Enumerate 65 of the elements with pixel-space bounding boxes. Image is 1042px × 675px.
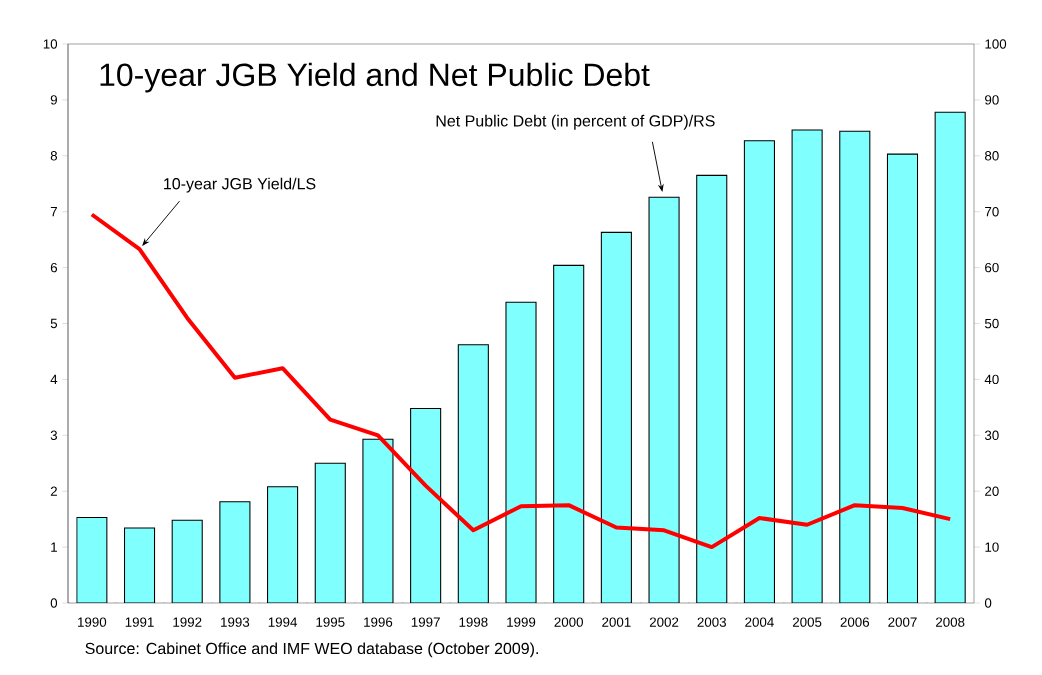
y2-tick-label: 50 bbox=[984, 318, 999, 329]
x-tick-label: 2000 bbox=[554, 617, 583, 627]
bar bbox=[505, 301, 537, 603]
bar bbox=[553, 264, 585, 603]
bar bbox=[743, 140, 775, 603]
bar bbox=[219, 501, 251, 603]
y2-tick-label: 70 bbox=[985, 206, 999, 217]
y-tick-label: 8 bbox=[50, 151, 58, 161]
y2-tick-label: 0 bbox=[984, 598, 992, 608]
x-tick-label: 1998 bbox=[459, 617, 488, 627]
x-tick-label: 1994 bbox=[268, 617, 298, 627]
y2-tick-label: 100 bbox=[985, 39, 1007, 49]
x-tick-label: 1992 bbox=[173, 617, 202, 627]
y-tick-label: 9 bbox=[50, 95, 57, 105]
x-tick-label: 2003 bbox=[697, 617, 726, 627]
annotation: 10-year JGB Yield/LS bbox=[164, 177, 316, 193]
x-tick-label: 2001 bbox=[602, 617, 631, 627]
y2-tick-label: 30 bbox=[984, 430, 999, 441]
bar bbox=[934, 111, 966, 603]
y-tick-label: 0 bbox=[50, 598, 58, 608]
y-tick-label: 1 bbox=[51, 542, 57, 552]
x-tick-label: 1996 bbox=[364, 617, 393, 627]
bar bbox=[886, 153, 919, 603]
y-tick-label: 2 bbox=[50, 486, 57, 496]
y-tick-label: 3 bbox=[50, 430, 58, 441]
bar bbox=[171, 519, 203, 603]
y-tick-label: 5 bbox=[50, 318, 58, 329]
bar bbox=[600, 231, 632, 603]
x-tick-label: 2002 bbox=[649, 617, 679, 627]
x-tick-label: 1999 bbox=[507, 617, 536, 627]
bar bbox=[76, 516, 108, 603]
x-tick-label: 2007 bbox=[888, 617, 917, 627]
y2-tick-label: 90 bbox=[985, 95, 999, 105]
y2-tick-label: 40 bbox=[984, 374, 999, 385]
line-series bbox=[89, 212, 953, 550]
annotation: Net Public Debt (in percent of GDP)/RS bbox=[436, 114, 715, 130]
bar bbox=[791, 129, 823, 603]
x-tick-label: 1991 bbox=[125, 617, 154, 627]
y2-tick-label: 10 bbox=[985, 542, 999, 552]
y-tick-label: 7 bbox=[50, 207, 57, 217]
bar bbox=[457, 344, 489, 603]
x-tick-label: 2004 bbox=[745, 617, 774, 627]
y2-tick-label: 60 bbox=[985, 262, 999, 273]
bar bbox=[648, 196, 680, 603]
x-tick-label: 1995 bbox=[316, 617, 345, 627]
text: 10-year JGB Yield and Net Public Debt bbox=[100, 62, 650, 93]
x-tick-label: 1993 bbox=[221, 617, 250, 627]
source-note: Source: Cabinet Office and IMF WEO database (October 2009). bbox=[85, 642, 538, 658]
x-tick-label: 2005 bbox=[792, 617, 822, 627]
y2-tick-label: 80 bbox=[985, 151, 999, 161]
bar bbox=[123, 527, 156, 603]
bar bbox=[696, 174, 728, 603]
bar bbox=[362, 438, 394, 603]
y-tick-label: 10 bbox=[43, 39, 58, 49]
y2-tick-label: 20 bbox=[985, 486, 999, 496]
bar bbox=[839, 130, 871, 603]
bar bbox=[267, 486, 299, 603]
x-tick-label: 1990 bbox=[78, 617, 107, 627]
x-tick-label: 2008 bbox=[936, 617, 965, 627]
bar bbox=[410, 407, 442, 603]
x-tick-label: 1997 bbox=[411, 617, 440, 627]
y-tick-label: 6 bbox=[50, 262, 58, 273]
bar bbox=[314, 462, 346, 603]
y-tick-label: 4 bbox=[50, 374, 58, 384]
x-tick-label: 2006 bbox=[840, 617, 870, 627]
